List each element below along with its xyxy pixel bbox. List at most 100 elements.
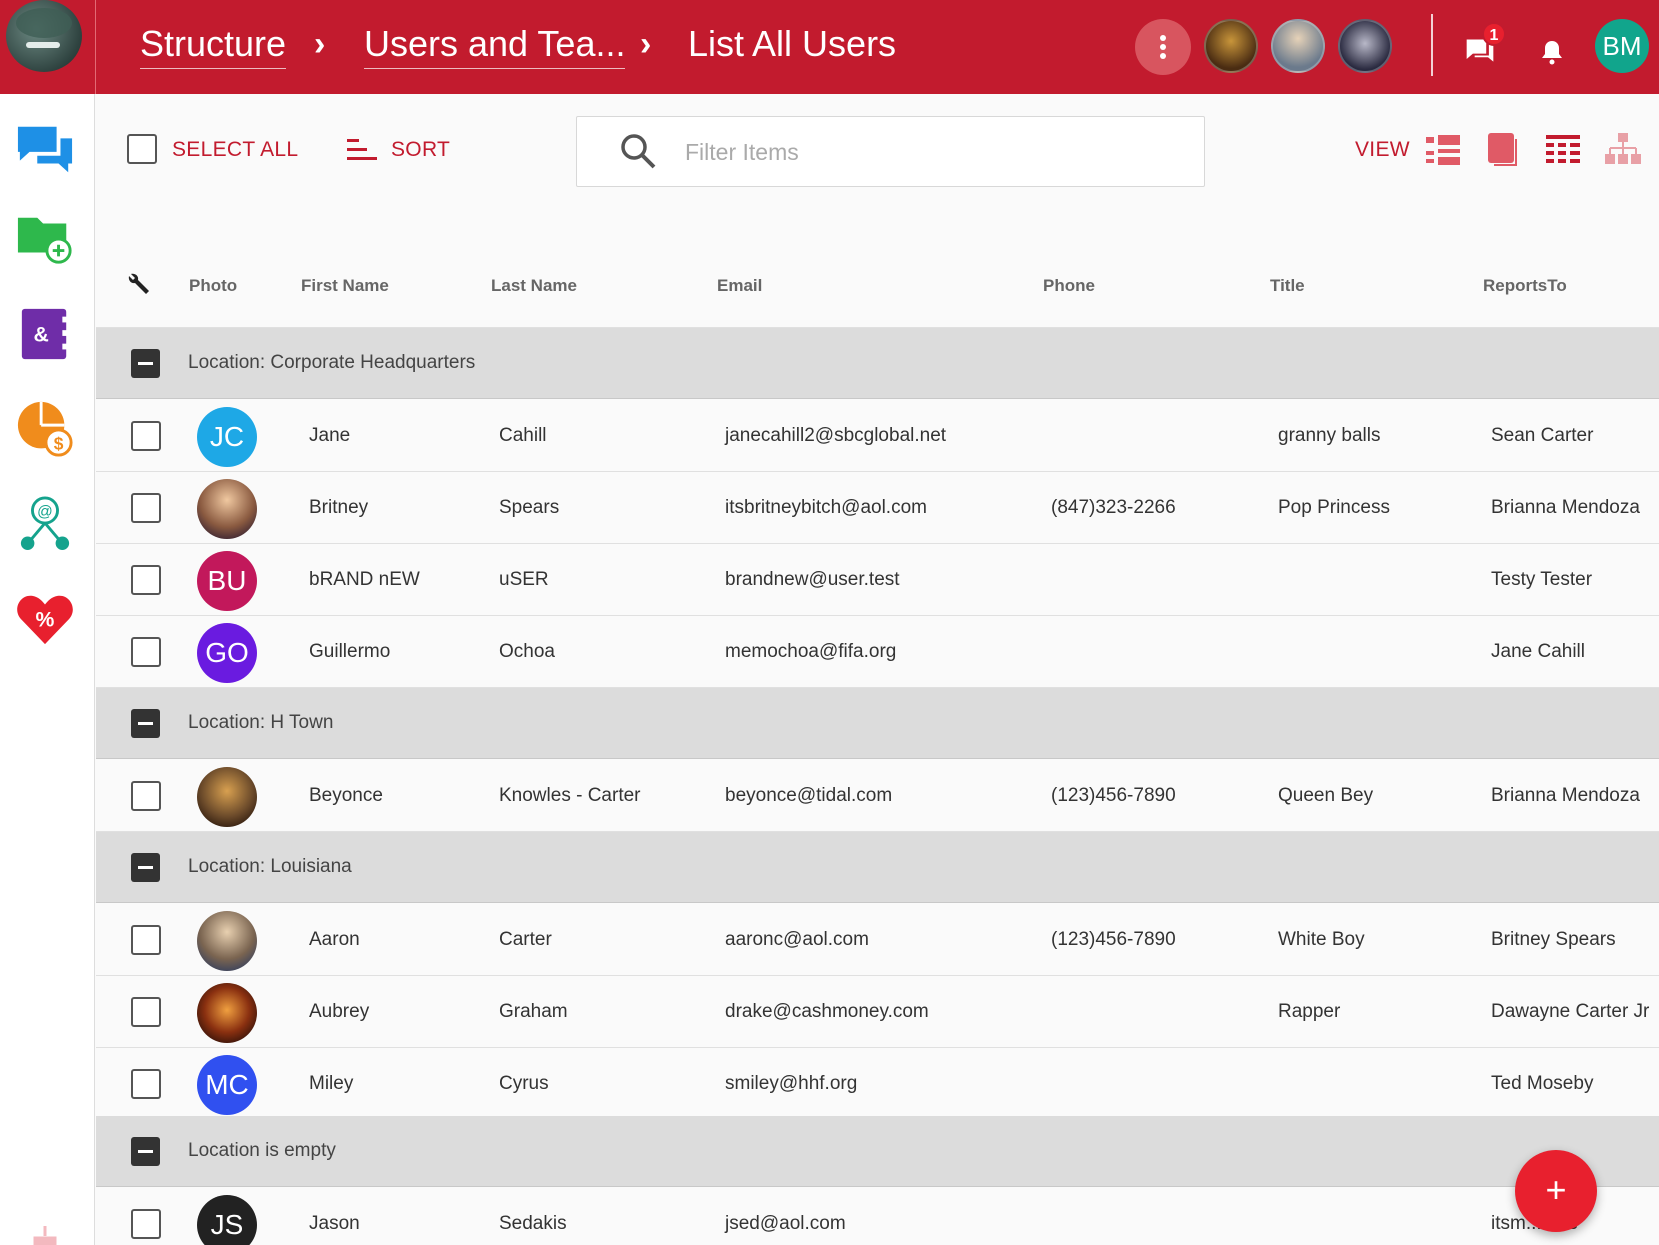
- heart-percent-icon: %: [17, 595, 73, 645]
- current-user-avatar[interactable]: BM: [1595, 19, 1649, 73]
- app-logo[interactable]: [6, 0, 82, 72]
- breadcrumb-structure[interactable]: Structure: [140, 20, 287, 69]
- row-checkbox[interactable]: [131, 1069, 161, 1099]
- cell-title: Rapper: [1278, 1001, 1341, 1022]
- cell-reports-to: Sean Carter: [1491, 425, 1594, 446]
- table-view-icon[interactable]: [1544, 131, 1582, 167]
- search-icon: [621, 134, 656, 169]
- filter-box: [576, 116, 1205, 187]
- group-row: Location is empty: [96, 1116, 1659, 1187]
- group-row: Location: Louisiana: [96, 832, 1659, 903]
- avatar: MC: [197, 1055, 257, 1115]
- row-checkbox[interactable]: [131, 637, 161, 667]
- collapse-group-toggle[interactable]: [131, 709, 160, 738]
- avatar: GO: [197, 623, 257, 683]
- collapse-group-toggle[interactable]: [131, 1137, 160, 1166]
- column-header-title[interactable]: Title: [1270, 276, 1305, 295]
- cell-phone: (847)323-2266: [1051, 497, 1176, 518]
- cell-last-name: Sedakis: [499, 1213, 567, 1234]
- active-user-avatar[interactable]: [1204, 19, 1258, 73]
- row-checkbox[interactable]: [131, 493, 161, 523]
- cell-reports-to: Jane Cahill: [1491, 641, 1585, 662]
- header-divider: [95, 0, 96, 94]
- cell-email: smiley@hhf.org: [725, 1073, 858, 1094]
- cell-first-name: Jane: [309, 425, 351, 446]
- chat-icon[interactable]: [1462, 33, 1498, 69]
- select-all-label[interactable]: SELECT ALL: [172, 138, 299, 161]
- table-row[interactable]: JS Jason Sedakis jsed@aol.com itsm... ne…: [96, 1188, 1659, 1245]
- sidebar-more-icon[interactable]: [30, 1226, 60, 1245]
- wrench-icon[interactable]: [127, 272, 153, 298]
- cell-email: aaronc@aol.com: [725, 929, 869, 950]
- group-label: Location: H Town: [188, 712, 334, 733]
- sort-button[interactable]: SORT: [391, 138, 451, 161]
- cell-first-name: Miley: [309, 1073, 354, 1094]
- row-checkbox[interactable]: [131, 781, 161, 811]
- cell-last-name: Cahill: [499, 425, 547, 446]
- table-row[interactable]: BU bRAND nEW uSER brandnew@user.test Tes…: [96, 544, 1659, 616]
- hierarchy-view-icon[interactable]: [1604, 131, 1642, 167]
- filter-input[interactable]: [685, 131, 1165, 173]
- collapse-group-toggle[interactable]: [131, 349, 160, 378]
- more-options-button[interactable]: [1135, 19, 1191, 75]
- sidebar-item-health[interactable]: %: [14, 588, 76, 650]
- cell-reports-to: Brianna Mendoza: [1491, 497, 1640, 518]
- cell-first-name: Aubrey: [309, 1001, 370, 1022]
- select-all-checkbox[interactable]: [127, 134, 157, 164]
- cell-reports-to: Testy Tester: [1491, 569, 1593, 590]
- cell-title: White Boy: [1278, 929, 1365, 950]
- row-checkbox[interactable]: [131, 997, 161, 1027]
- column-header-phone[interactable]: Phone: [1043, 276, 1095, 295]
- card-view-icon[interactable]: [1484, 131, 1522, 167]
- row-checkbox[interactable]: [131, 1209, 161, 1239]
- cell-email: brandnew@user.test: [725, 569, 900, 590]
- sidebar-item-files[interactable]: [14, 208, 76, 270]
- collapse-group-toggle[interactable]: [131, 853, 160, 882]
- sidebar-item-network[interactable]: @: [14, 493, 76, 555]
- cell-first-name: Aaron: [309, 929, 360, 950]
- cell-reports-to: Britney Spears: [1491, 929, 1616, 950]
- list-view-icon[interactable]: [1424, 131, 1462, 167]
- sidebar-item-finance[interactable]: $: [14, 398, 76, 460]
- app-header: Structure › Users and Tea... › List All …: [0, 0, 1659, 94]
- cell-title: Queen Bey: [1278, 785, 1374, 806]
- notification-count-badge: 1: [1482, 22, 1506, 46]
- table-row[interactable]: Aaron Carter aaronc@aol.com (123)456-789…: [96, 904, 1659, 976]
- table-row[interactable]: MC Miley Cyrus smiley@hhf.org Ted Moseby: [96, 1048, 1659, 1120]
- breadcrumb-users-and-teams[interactable]: Users and Tea...: [364, 20, 626, 69]
- cell-last-name: Graham: [499, 1001, 568, 1022]
- column-header-email[interactable]: Email: [717, 276, 763, 295]
- sidebar-item-contacts[interactable]: &: [14, 303, 76, 365]
- add-user-button[interactable]: +: [1515, 1150, 1597, 1232]
- cell-email: drake@cashmoney.com: [725, 1001, 929, 1022]
- chevron-right-icon: ›: [314, 25, 326, 63]
- row-checkbox[interactable]: [131, 565, 161, 595]
- svg-text:&: &: [33, 324, 48, 347]
- row-checkbox[interactable]: [131, 925, 161, 955]
- cell-reports-to: Brianna Mendoza: [1491, 785, 1640, 806]
- cell-email: beyonce@tidal.com: [725, 785, 893, 806]
- cell-phone: (123)456-7890: [1051, 929, 1176, 950]
- group-row: Location: H Town: [96, 688, 1659, 759]
- table-row[interactable]: Aubrey Graham drake@cashmoney.com Rapper…: [96, 976, 1659, 1048]
- active-user-avatar[interactable]: [1271, 19, 1325, 73]
- header-divider: [1431, 14, 1433, 76]
- table-row[interactable]: GO Guillermo Ochoa memochoa@fifa.org Jan…: [96, 616, 1659, 688]
- bell-icon[interactable]: [1536, 35, 1568, 69]
- cell-email: jsed@aol.com: [725, 1213, 846, 1234]
- row-checkbox[interactable]: [131, 421, 161, 451]
- table-row[interactable]: Britney Spears itsbritneybitch@aol.com (…: [96, 472, 1659, 544]
- sort-icon[interactable]: [347, 139, 377, 161]
- avatar: JC: [197, 407, 257, 467]
- chevron-right-icon: ›: [640, 25, 652, 63]
- avatar: [197, 767, 257, 827]
- column-header-reports-to[interactable]: ReportsTo: [1483, 276, 1567, 295]
- table-row[interactable]: Beyonce Knowles - Carter beyonce@tidal.c…: [96, 760, 1659, 832]
- cell-last-name: Carter: [499, 929, 552, 950]
- column-header-photo[interactable]: Photo: [189, 276, 238, 295]
- table-row[interactable]: JC Jane Cahill janecahill2@sbcglobal.net…: [96, 400, 1659, 472]
- active-user-avatar[interactable]: [1338, 19, 1392, 73]
- sidebar-item-chat[interactable]: [14, 118, 76, 180]
- column-header-first-name[interactable]: First Name: [301, 276, 389, 295]
- column-header-last-name[interactable]: Last Name: [491, 276, 577, 295]
